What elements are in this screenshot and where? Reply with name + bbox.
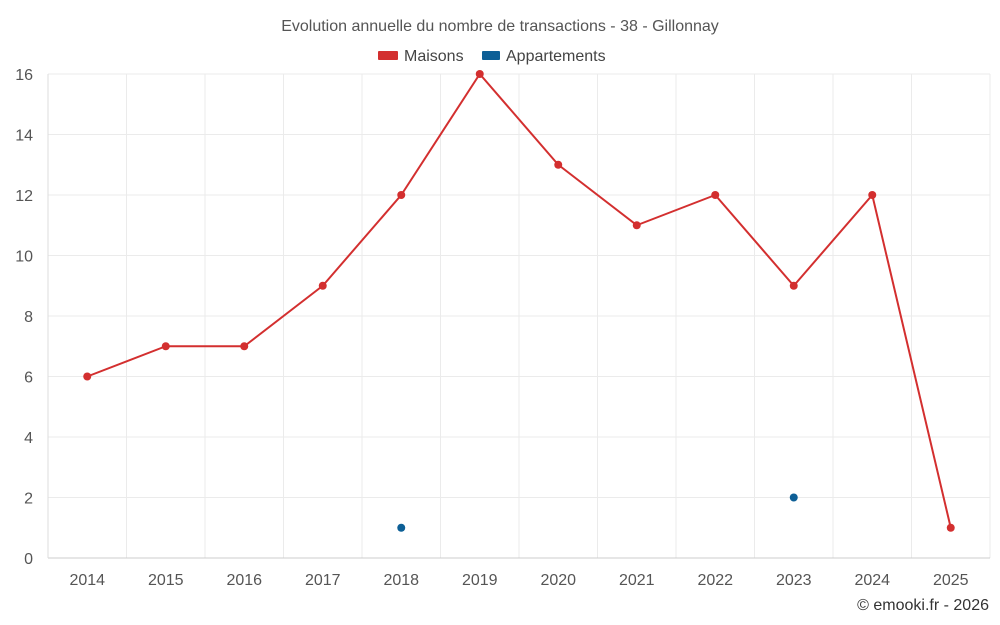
data-point-maisons[interactable] (554, 160, 563, 169)
data-point-maisons[interactable] (83, 372, 92, 381)
y-tick-label: 6 (24, 370, 33, 387)
data-point-maisons[interactable] (397, 191, 406, 199)
data-point-maisons[interactable] (475, 70, 484, 78)
data-point-maisons[interactable] (868, 191, 877, 199)
series-layer (83, 70, 955, 532)
data-point-maisons[interactable] (632, 221, 641, 230)
legend-label-appartements[interactable]: Appartements (506, 48, 606, 65)
y-tick-label: 10 (15, 249, 33, 266)
x-tick-label: 2018 (383, 572, 419, 589)
legend-label-maisons[interactable]: Maisons (404, 48, 464, 65)
series-line-maisons (86, 73, 952, 528)
data-point-maisons[interactable] (161, 342, 170, 351)
data-point-maisons[interactable] (318, 281, 327, 290)
x-tick-label: 2023 (776, 572, 812, 589)
data-point-maisons[interactable] (946, 523, 955, 532)
x-tick-label: 2014 (69, 572, 105, 589)
chart-title: Evolution annuelle du nombre de transact… (281, 18, 719, 35)
data-point-maisons[interactable] (240, 342, 249, 351)
axes (47, 74, 990, 559)
data-point-appartements[interactable] (397, 523, 406, 532)
y-axis-ticks: 0 2 4 6 8 10 12 14 16 (15, 67, 33, 568)
legend-swatch-maisons (378, 51, 398, 60)
data-point-appartements[interactable] (789, 493, 798, 502)
x-tick-label: 2017 (305, 572, 341, 589)
data-point-maisons[interactable] (789, 281, 798, 290)
legend: Maisons Appartements (378, 48, 606, 65)
data-point-maisons[interactable] (711, 191, 720, 199)
x-tick-label: 2022 (697, 572, 733, 589)
y-tick-label: 16 (15, 67, 33, 84)
y-tick-label: 8 (24, 309, 33, 326)
x-tick-label: 2016 (226, 572, 262, 589)
credit-text: © emooki.fr - 2026 (857, 597, 989, 614)
x-tick-label: 2024 (854, 572, 890, 589)
y-tick-label: 2 (24, 491, 33, 508)
y-tick-label: 4 (24, 430, 33, 447)
legend-swatch-appartements (482, 51, 500, 60)
x-axis-ticks: 2014 2015 2016 2017 2018 2019 2020 2021 2022 2023… (69, 572, 968, 589)
y-tick-label: 0 (24, 551, 33, 568)
x-tick-label: 2021 (619, 572, 655, 589)
x-tick-label: 2025 (933, 572, 969, 589)
x-tick-label: 2015 (148, 572, 184, 589)
y-tick-label: 14 (15, 128, 33, 145)
x-tick-label: 2020 (540, 572, 576, 589)
y-tick-label: 12 (15, 188, 33, 205)
grid (47, 73, 991, 558)
x-tick-label: 2019 (462, 572, 498, 589)
